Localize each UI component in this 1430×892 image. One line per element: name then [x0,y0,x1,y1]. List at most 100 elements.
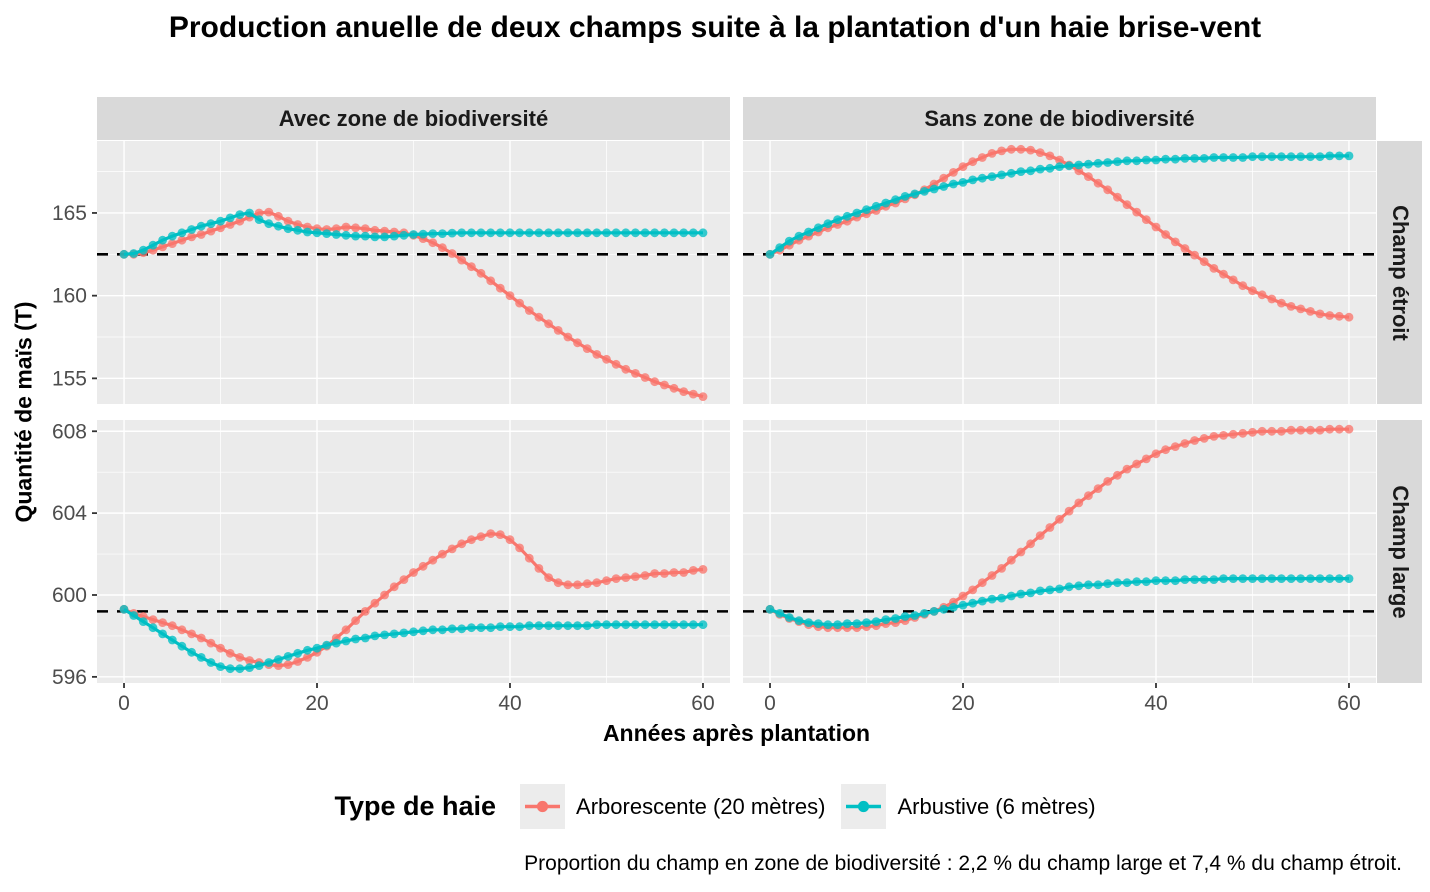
series-arborescente-point [553,578,563,588]
series-arbustive-point [1064,161,1074,171]
series-arbustive-point [225,213,235,223]
series-arborescente-point [457,539,467,549]
series-arborescente-point [380,590,389,600]
series-arbustive-point [920,187,929,196]
series-arborescente-point [1045,523,1055,532]
series-arbustive-point [1026,588,1035,598]
series-arbustive-point [1219,153,1228,162]
series-arbustive-point [457,624,467,634]
series-arborescente-point [148,615,158,624]
series-arborescente-point [1286,425,1296,435]
series-arbustive-point [813,223,823,233]
series-arbustive-point [881,615,891,624]
series-arbustive-point [438,229,447,239]
series-arbustive-point [1325,151,1335,161]
series-arborescente-point [428,238,438,248]
series-arbustive-point [1238,574,1248,583]
plot-area: 155 160 165 0 20 40 60 596 600 604 608 0 20 40 60 [52,141,1376,715]
series-arborescente-point [1180,439,1190,448]
series-arborescente-point [274,211,283,221]
series-arborescente-point [1045,151,1055,161]
series-arbustive-point [264,658,274,667]
series-arbustive-point [524,621,534,631]
facet-strip-col-avec-label: Avec zone de biodiversité [278,105,549,131]
series-arbustive-point [418,626,428,636]
series-arbustive-point [977,173,987,183]
series-arbustive-point [1267,574,1277,583]
series-arborescente-point [399,575,409,584]
facet-strip-col-sans: Sans zone de biodiversité [743,97,1376,140]
series-arbustive-point [196,653,206,662]
series-arbustive-point [1132,156,1142,166]
legend-key-arbustive [841,784,887,829]
series-arbustive-point [1180,154,1190,163]
series-arborescente-point [1064,506,1074,516]
series-arbustive-point [1190,575,1199,584]
series-arborescente-point [486,276,496,286]
series-arborescente-point [660,380,669,390]
series-arborescente-point [360,224,370,234]
series-arbustive-point [1257,152,1267,162]
series-arbustive-point [274,655,283,664]
series-arbustive-point [794,616,804,625]
series-arbustive-point [977,596,987,606]
series-arbustive-point [660,620,669,630]
series-arbustive-point [360,633,370,643]
series-arbustive-point [370,631,380,641]
series-arbustive-point [1334,574,1344,583]
legend-entry-arbustive: Arbustive (6 mètres) [841,784,1096,829]
series-arborescente-point [1267,294,1277,304]
series-arborescente-point [1035,531,1045,540]
series-arbustive-point [1315,152,1325,162]
series-arborescente-point [274,661,283,670]
series-arborescente-point [370,598,380,608]
series-arbustive-point [1257,574,1267,583]
series-arbustive-point [1006,591,1016,601]
series-arbustive-point [331,638,341,648]
series-arborescente-point [534,564,544,573]
y-tick-label: 600 [52,584,87,607]
series-arbustive-point [235,210,245,220]
series-arborescente-point [621,573,631,582]
series-arborescente-point [1248,286,1257,296]
series-arbustive-point [1267,152,1277,162]
series-arborescente-point [418,561,428,571]
series-arborescente-point [688,389,698,399]
series-arborescente-point [1170,237,1180,247]
series-arborescente-point [447,249,457,258]
series-arbustive-point [997,593,1006,603]
series-arbustive-point [129,249,139,258]
series-arbustive-point [216,662,225,671]
series-arbustive-point [1286,152,1296,162]
series-arborescente-point [573,338,582,348]
series-arbustive-point [399,628,409,638]
series-arbustive-point [698,228,708,238]
series-arbustive-point [900,192,910,201]
series-arbustive-point [862,618,871,627]
legend-entry-arborescente: Arborescente (20 mètres) [520,784,825,829]
series-arbustive-point [1344,151,1354,161]
series-arbustive-point [1045,163,1055,173]
series-arbustive-point [929,607,939,616]
series-arborescente-point [1151,449,1161,459]
series-arborescente-point [505,291,515,301]
series-arbustive-point [1161,576,1170,586]
series-arborescente-point [293,657,303,666]
series-arbustive-point [187,647,197,657]
series-arbustive-point [939,604,949,614]
series-arborescente-point [1103,185,1113,195]
x-tick-label: 40 [498,692,521,715]
series-arborescente-point [1055,514,1064,524]
series-arbustive-point [852,208,862,218]
series-arbustive-point [842,211,852,221]
series-arbustive-point [573,228,582,238]
series-arbustive-point [1122,156,1132,166]
series-arborescente-point [370,225,380,235]
series-arbustive-point [563,621,573,631]
series-arbustive-point [1209,575,1219,584]
x-tick-label: 60 [691,692,714,715]
series-arbustive-point [804,227,813,237]
legend-key-point-icon [536,800,549,813]
series-arborescente-point [438,549,447,559]
series-arborescente-point [1103,477,1113,486]
